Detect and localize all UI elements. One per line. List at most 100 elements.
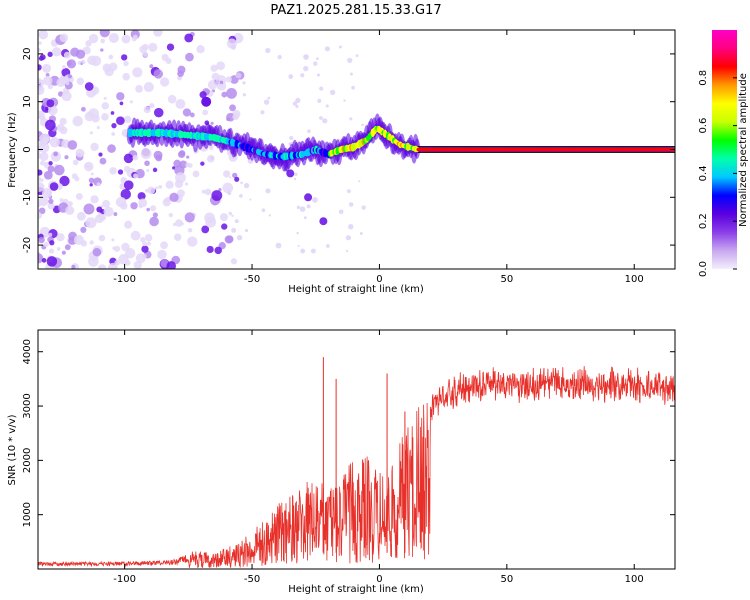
noise-blob [149, 64, 154, 69]
noise-blob [124, 247, 136, 259]
noise-blob [211, 190, 223, 201]
noise-blob [135, 84, 143, 93]
noise-blob [101, 113, 109, 121]
noise-blob [43, 170, 53, 180]
noise-blob [207, 80, 218, 90]
noise-blob [303, 216, 307, 220]
noise-blob [297, 244, 300, 247]
noise-blob [38, 201, 42, 208]
noise-blob [49, 240, 55, 246]
x-tick-label: 0 [376, 274, 382, 285]
noise-blob [121, 34, 131, 44]
noise-blob [85, 164, 89, 168]
noise-blob [319, 86, 324, 91]
noise-blob [235, 72, 242, 79]
noise-blob [146, 169, 150, 173]
noise-blob [222, 170, 231, 178]
noise-blob [39, 152, 49, 162]
noise-blob [72, 159, 79, 166]
noise-blob [41, 187, 53, 199]
noise-blob [184, 212, 195, 223]
noise-blob [149, 103, 155, 109]
noise-blob [111, 123, 117, 129]
noise-blob [83, 203, 95, 215]
noise-blob [201, 189, 206, 194]
noise-blob [49, 137, 60, 148]
noise-blob [192, 170, 200, 178]
noise-blob [138, 198, 148, 208]
noise-blob [116, 92, 125, 101]
noise-blob [73, 234, 84, 245]
noise-blob [307, 129, 311, 134]
noise-blob [59, 175, 70, 187]
noise-blob [144, 160, 150, 167]
noise-blob [154, 186, 159, 190]
x-tick-label: 50 [500, 274, 513, 285]
colorbar: 0.0 0.2 0.4 0.6 0.8 Normalized spectral ampl… [698, 30, 749, 277]
y-tick-label: 3000 [22, 393, 33, 418]
noise-blob [56, 233, 65, 242]
noise-blob [206, 154, 215, 163]
branch-feature [201, 96, 328, 226]
noise-blob [175, 172, 186, 184]
noise-blob [38, 48, 41, 52]
noise-blob [75, 148, 85, 158]
noise-blob [244, 228, 249, 233]
noise-blob [135, 253, 146, 264]
noise-blob [226, 117, 230, 122]
colorbar-tick-label: 0.6 [698, 118, 709, 134]
noise-blob [92, 248, 102, 257]
noise-blob [260, 110, 265, 115]
noise-blob [67, 140, 78, 150]
noise-blob [211, 72, 220, 81]
noise-blob [141, 245, 149, 253]
noise-blob [153, 30, 163, 37]
noise-blob [275, 242, 282, 249]
noise-blob [295, 104, 299, 109]
noise-blob [229, 104, 236, 112]
noise-blob [189, 112, 195, 118]
noise-blob [46, 99, 55, 108]
noise-blob [100, 38, 105, 44]
snr-series-line [38, 366, 675, 568]
noise-blob [124, 220, 133, 229]
noise-blob [299, 206, 306, 212]
noise-blob [179, 150, 186, 157]
noise-blob [112, 246, 116, 250]
noise-blob [43, 242, 49, 247]
noise-blob [296, 231, 299, 235]
noise-blob [180, 222, 184, 226]
noise-blob [99, 157, 107, 165]
noise-blob [38, 182, 45, 192]
branch-point [201, 96, 212, 107]
noise-blob [149, 216, 159, 227]
noise-blob [243, 182, 250, 189]
noise-blob [210, 121, 214, 125]
noise-blob [347, 57, 353, 64]
noise-blob [66, 59, 77, 69]
noise-blob [148, 42, 158, 52]
spectrogram-content [38, 30, 675, 269]
noise-blob [218, 188, 222, 192]
noise-blob [295, 97, 301, 104]
noise-blob [146, 241, 151, 246]
noise-blob [123, 165, 131, 173]
noise-blob [147, 186, 156, 195]
noise-blob [120, 202, 128, 210]
noise-blob [345, 235, 351, 241]
noise-blob [139, 45, 148, 54]
colorbar-label: Normalized spectral amplitude [738, 73, 749, 227]
noise-blob [292, 101, 298, 106]
noise-blob [167, 94, 177, 104]
noise-blob [80, 59, 86, 65]
noise-blob [96, 182, 101, 187]
noise-blob [42, 63, 52, 73]
noise-blob [62, 65, 66, 69]
noise-blob [72, 115, 83, 127]
noise-blob [142, 241, 148, 247]
y-tick-label: -10 [22, 189, 33, 205]
noise-blob [47, 105, 58, 116]
y-tick-label: 4000 [22, 339, 33, 364]
noise-blob [261, 208, 266, 213]
noise-blob [59, 117, 67, 126]
